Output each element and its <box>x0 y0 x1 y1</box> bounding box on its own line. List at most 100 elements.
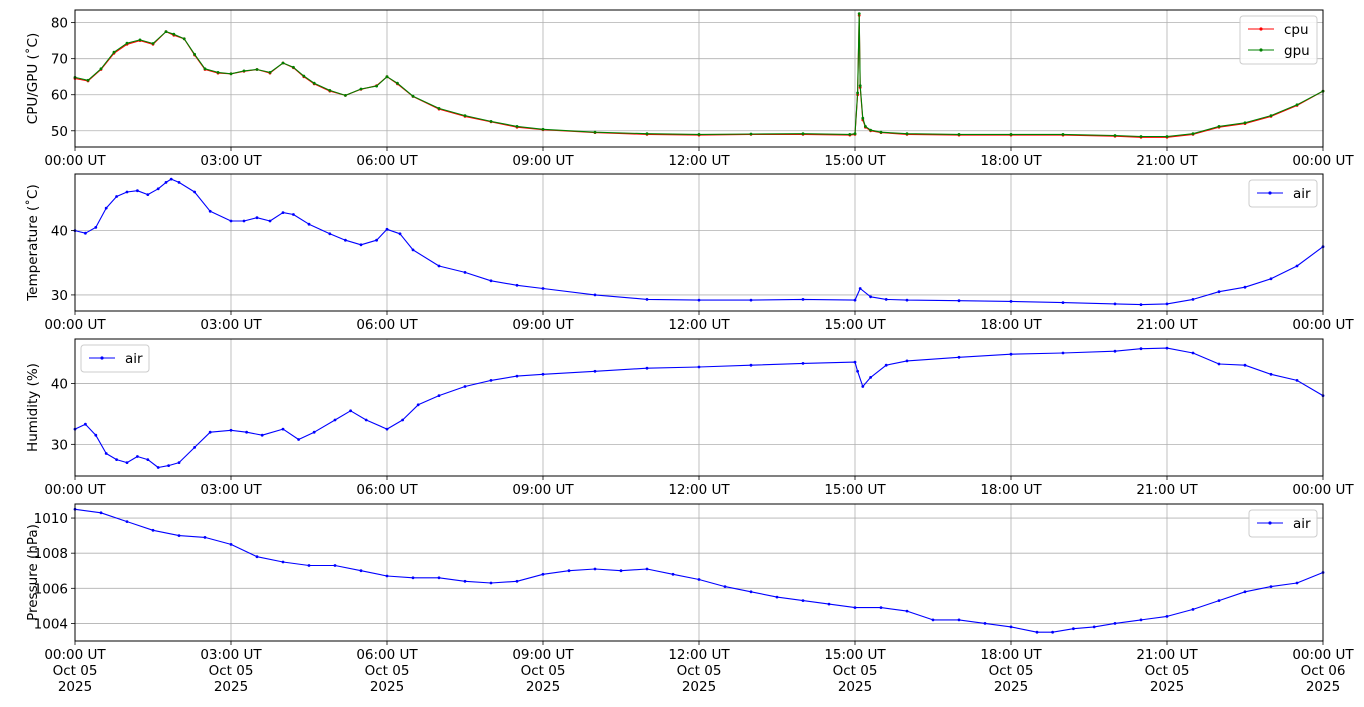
data-point <box>312 81 316 85</box>
chart-panel-4: 00:00 UT Oct 05 2025 03:00 UT Oct 05 2025 06:0… <box>25 503 1354 695</box>
x-tick-label: 15:00 UT <box>824 153 886 169</box>
data-point <box>437 576 441 580</box>
data-point <box>229 219 233 223</box>
data-point <box>292 65 295 69</box>
data-point <box>84 422 87 426</box>
legend: air <box>1248 509 1318 538</box>
x-tick-label: 06:00 UT <box>356 153 418 169</box>
data-point <box>333 564 337 567</box>
data-point <box>884 298 888 301</box>
data-point <box>856 369 859 373</box>
data-point <box>697 133 701 136</box>
data-point <box>242 219 246 223</box>
data-point <box>858 84 862 88</box>
data-point <box>385 574 389 578</box>
series-air <box>73 177 1325 306</box>
x-tick-label: 03:00 UT Oct 05 2025 <box>200 647 262 695</box>
data-point <box>879 130 883 134</box>
data-point <box>1217 125 1221 128</box>
data-point <box>411 94 415 98</box>
data-point <box>905 132 909 136</box>
data-point <box>848 133 852 136</box>
data-point <box>801 599 805 602</box>
chart-panel-3: 00:00 UT 03:00 UT 06:00 UT 09:00 UT 12:00 UT… <box>25 338 1354 498</box>
data-point <box>1191 351 1195 355</box>
data-point <box>437 264 441 268</box>
legend-marker <box>1259 27 1263 31</box>
data-point <box>411 576 415 580</box>
data-point <box>463 114 467 117</box>
data-point <box>1243 590 1247 594</box>
data-point <box>1139 347 1143 351</box>
data-point <box>1295 581 1299 585</box>
data-point <box>169 177 173 181</box>
data-point <box>593 369 597 373</box>
data-point <box>1269 277 1273 281</box>
x-tick-label: 00:00 UT <box>1292 153 1354 169</box>
data-point <box>1061 301 1065 304</box>
chart-panel-1: 00:00 UT 03:00 UT 06:00 UT 09:00 UT 12:00 UT… <box>24 9 1354 169</box>
data-point <box>593 130 597 134</box>
series-line <box>74 508 1324 633</box>
legend-marker <box>100 356 104 360</box>
x-tick-label: 15:00 UT Oct 05 2025 <box>824 647 886 695</box>
x-tick-label: 03:00 UT <box>200 153 262 169</box>
x-tick-label: 21:00 UT Oct 05 2025 <box>1136 647 1198 695</box>
legend-label-air: air <box>125 351 143 367</box>
data-point <box>541 127 545 131</box>
data-point <box>1035 630 1039 634</box>
data-point <box>281 560 285 564</box>
data-point <box>1295 379 1299 382</box>
x-tick-label: 00:00 UT <box>44 482 106 498</box>
data-point <box>1009 300 1013 303</box>
data-point <box>858 287 862 290</box>
x-tick-label: 12:00 UT Oct 05 2025 <box>668 647 730 695</box>
data-point <box>411 248 415 252</box>
data-point <box>375 238 378 242</box>
data-point <box>1139 303 1143 306</box>
data-point <box>344 94 347 97</box>
y-tick-label: 1008 <box>34 546 68 562</box>
data-point <box>697 298 701 302</box>
y-tick-label: 1004 <box>34 616 68 632</box>
data-point <box>151 42 155 45</box>
data-point <box>281 427 285 431</box>
data-point <box>177 181 181 184</box>
series-line <box>74 13 1324 138</box>
data-point <box>1051 630 1054 634</box>
data-point <box>151 528 155 532</box>
data-point <box>437 107 441 110</box>
data-point <box>268 71 272 74</box>
data-point <box>884 363 888 367</box>
data-point <box>645 567 649 571</box>
legend: air <box>80 344 150 373</box>
data-point <box>203 536 207 539</box>
data-point <box>396 81 399 85</box>
y-tick-label: 40 <box>51 376 68 392</box>
data-point <box>328 232 332 236</box>
x-tick-label: 09:00 UT <box>512 317 574 333</box>
data-point <box>957 355 961 359</box>
legend: cpu gpu <box>1239 15 1318 65</box>
data-point <box>99 511 103 515</box>
data-point <box>125 461 129 464</box>
data-point <box>125 190 129 194</box>
data-point <box>401 418 404 422</box>
data-point <box>1217 362 1221 366</box>
data-point <box>1191 298 1195 301</box>
data-point <box>905 298 909 302</box>
data-point <box>297 438 300 441</box>
x-tick-label: 03:00 UT <box>200 317 262 333</box>
legend-marker <box>1259 48 1263 52</box>
data-point <box>869 128 872 132</box>
data-point <box>1269 372 1273 376</box>
y-axis-label: CPU/GPU (˚C) <box>24 33 41 124</box>
y-tick-label: 60 <box>51 88 68 104</box>
data-point <box>671 572 675 576</box>
data-point <box>869 376 872 379</box>
data-point <box>364 418 368 422</box>
y-tick-label: 40 <box>51 224 68 240</box>
data-point <box>242 69 246 73</box>
data-point <box>1113 134 1117 137</box>
data-point <box>861 385 865 388</box>
